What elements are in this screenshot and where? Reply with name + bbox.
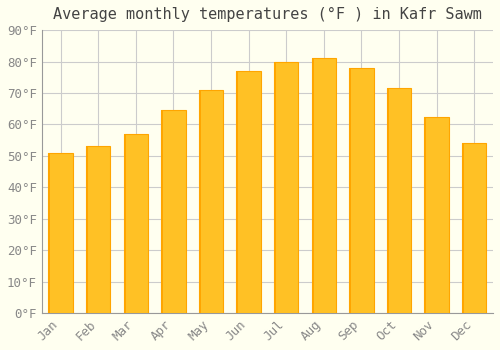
- Bar: [236, 71, 238, 313]
- Title: Average monthly temperatures (°F ) in Kafr Sawm: Average monthly temperatures (°F ) in Ka…: [53, 7, 482, 22]
- Bar: [86, 146, 110, 313]
- Bar: [424, 117, 426, 313]
- Bar: [462, 143, 464, 313]
- Bar: [236, 71, 261, 313]
- Bar: [199, 90, 223, 313]
- Bar: [161, 110, 163, 313]
- Bar: [349, 68, 374, 313]
- Bar: [86, 146, 88, 313]
- Bar: [161, 110, 186, 313]
- Bar: [124, 134, 148, 313]
- Bar: [274, 62, 298, 313]
- Bar: [387, 88, 389, 313]
- Bar: [199, 90, 201, 313]
- Bar: [462, 143, 486, 313]
- Bar: [124, 134, 126, 313]
- Bar: [312, 58, 336, 313]
- Bar: [387, 88, 411, 313]
- Bar: [274, 62, 276, 313]
- Bar: [424, 117, 449, 313]
- Bar: [48, 153, 73, 313]
- Bar: [48, 153, 50, 313]
- Bar: [349, 68, 351, 313]
- Bar: [312, 58, 314, 313]
